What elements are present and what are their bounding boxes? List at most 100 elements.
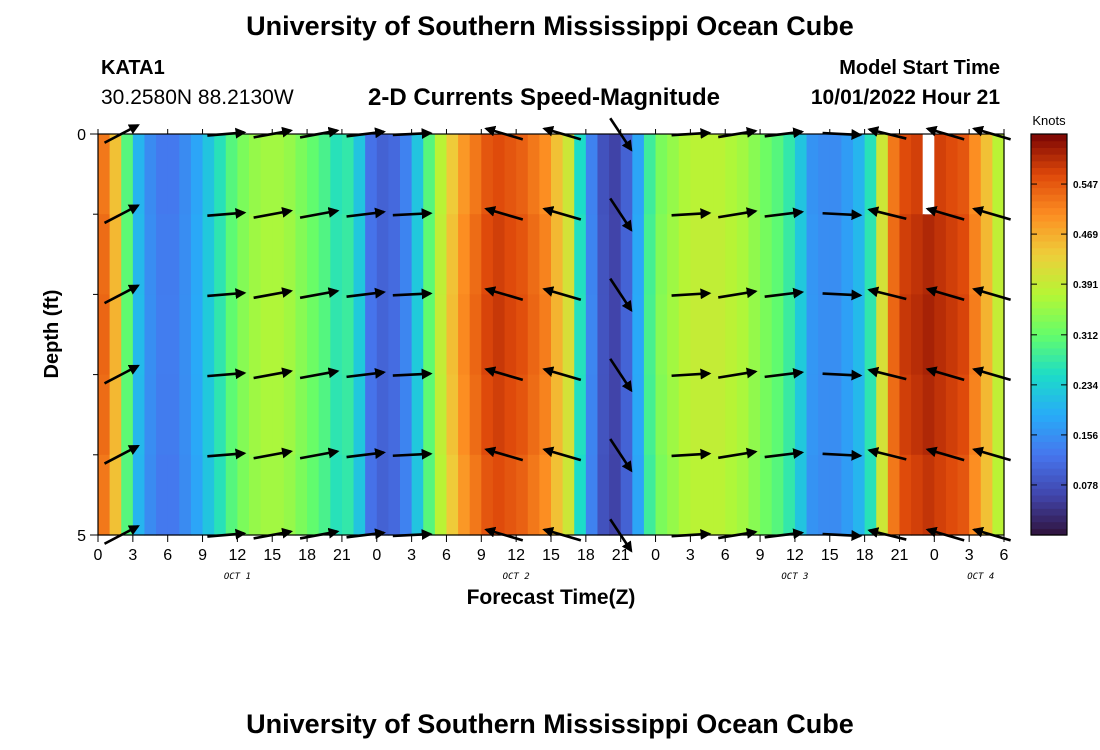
- heatmap-cell: [330, 214, 343, 295]
- current-vector-arrow: [253, 287, 293, 300]
- heatmap-cell: [446, 454, 459, 536]
- heatmap-cell: [481, 374, 494, 456]
- heatmap-cell: [388, 374, 401, 456]
- colorbar: 0.547 0.469 0.391 0.312 0.234 0.156 0.078: [1030, 133, 1098, 536]
- heatmap-cell: [190, 374, 204, 456]
- heatmap-cell: [260, 374, 273, 456]
- heatmap-cell: [190, 214, 204, 295]
- heatmap-cell: [643, 214, 657, 295]
- heatmap-cell: [458, 454, 471, 536]
- heatmap-cell: [214, 294, 227, 376]
- heatmap-cell: [887, 294, 901, 376]
- heatmap-cell: [330, 454, 343, 536]
- heatmap-cell: [574, 454, 587, 536]
- heatmap-cell: [841, 214, 854, 295]
- current-vector-arrow: [609, 197, 633, 232]
- heatmap-cell: [353, 294, 366, 376]
- heatmap-cell: [794, 214, 808, 295]
- heatmap-cell: [574, 294, 587, 376]
- heatmap-cell: [458, 134, 471, 215]
- heatmap-cell: [121, 134, 134, 215]
- heatmap-cell: [469, 294, 482, 376]
- heatmap-cell: [771, 214, 784, 295]
- heatmap-cell: [423, 454, 436, 536]
- heatmap-cell: [551, 214, 564, 295]
- heatmap-cell: [295, 454, 308, 536]
- heatmap-cell: [760, 374, 773, 456]
- heatmap-cell: [934, 454, 947, 536]
- heatmap-cell: [899, 134, 912, 215]
- x-tick-label: 3: [686, 547, 695, 564]
- heatmap-cell: [121, 454, 134, 536]
- current-vector-arrow: [822, 449, 863, 461]
- heatmap-cell: [237, 454, 250, 536]
- heatmap-cell: [632, 454, 645, 536]
- heatmap-cell: [853, 294, 866, 376]
- heatmap-cell: [690, 454, 703, 536]
- heatmap-cell: [632, 294, 645, 376]
- y-tick-label: 5: [77, 528, 86, 545]
- heatmap-cell: [562, 294, 575, 376]
- heatmap-cell: [318, 294, 331, 376]
- colorbar-segment: [1031, 160, 1067, 169]
- heatmap-cell: [132, 454, 146, 536]
- heatmap-cell: [214, 454, 227, 536]
- x-tick-label: 18: [298, 547, 316, 564]
- heatmap-cell: [794, 294, 808, 376]
- current-vector-arrow: [671, 208, 712, 220]
- current-vector-arrow: [718, 287, 758, 299]
- heatmap-cell: [539, 214, 552, 295]
- heatmap-cell: [969, 134, 982, 215]
- heatmap-cell: [283, 134, 297, 215]
- heatmap-cell: [225, 214, 238, 295]
- heatmap-cell: [585, 294, 599, 376]
- colorbar-segment: [1031, 434, 1067, 443]
- heatmap-cell: [527, 214, 540, 295]
- heatmap-cell: [609, 134, 622, 215]
- heatmap-cell: [330, 134, 343, 215]
- heatmap-cell: [574, 134, 587, 215]
- x-tick-label: 0: [372, 547, 381, 564]
- heatmap-cell: [887, 214, 901, 295]
- heatmap-cell: [643, 454, 657, 536]
- heatmap-cell: [318, 374, 331, 456]
- heatmap-cell: [539, 374, 552, 456]
- heatmap-cell: [167, 294, 180, 376]
- heatmap-cell: [98, 374, 111, 456]
- heatmap-cell: [690, 214, 703, 295]
- heatmap-cell: [272, 454, 285, 536]
- heatmap-cell: [527, 134, 540, 215]
- heatmap-cell: [225, 134, 238, 215]
- heatmap-cell: [887, 374, 901, 456]
- chart-subtitle: 2-D Currents Speed-Magnitude: [368, 84, 721, 111]
- heatmap-cell: [144, 294, 157, 376]
- heatmap-cell: [667, 214, 680, 295]
- heatmap-cell: [957, 374, 970, 456]
- heatmap-cell: [167, 214, 180, 295]
- heatmap-cell: [458, 294, 471, 376]
- heatmap-cell: [620, 214, 633, 295]
- current-vector-arrow: [207, 368, 247, 380]
- colorbar-segment: [1031, 267, 1067, 275]
- heatmap-cell: [829, 134, 842, 215]
- heatmap-cell: [423, 294, 436, 376]
- current-vector-arrow: [867, 286, 907, 301]
- heatmap-cell: [109, 134, 122, 215]
- heatmap-cell: [562, 134, 575, 215]
- x-tick-label: 3: [965, 547, 974, 564]
- heatmap-cell: [365, 294, 378, 376]
- heatmap-cell: [121, 214, 134, 295]
- colorbar-segment: [1031, 287, 1067, 295]
- heatmap-cell: [539, 454, 552, 536]
- heatmap-cell: [945, 294, 959, 376]
- heatmap-cell: [853, 454, 866, 536]
- current-vector-arrow: [207, 207, 247, 219]
- current-vector-arrow: [822, 369, 863, 381]
- heatmap-cell: [132, 134, 146, 215]
- heatmap-cell: [806, 374, 819, 456]
- heatmap-cell: [492, 374, 506, 456]
- heatmap-cell: [237, 214, 250, 295]
- x-tick-label: 21: [612, 547, 630, 564]
- heatmap-cell: [388, 214, 401, 295]
